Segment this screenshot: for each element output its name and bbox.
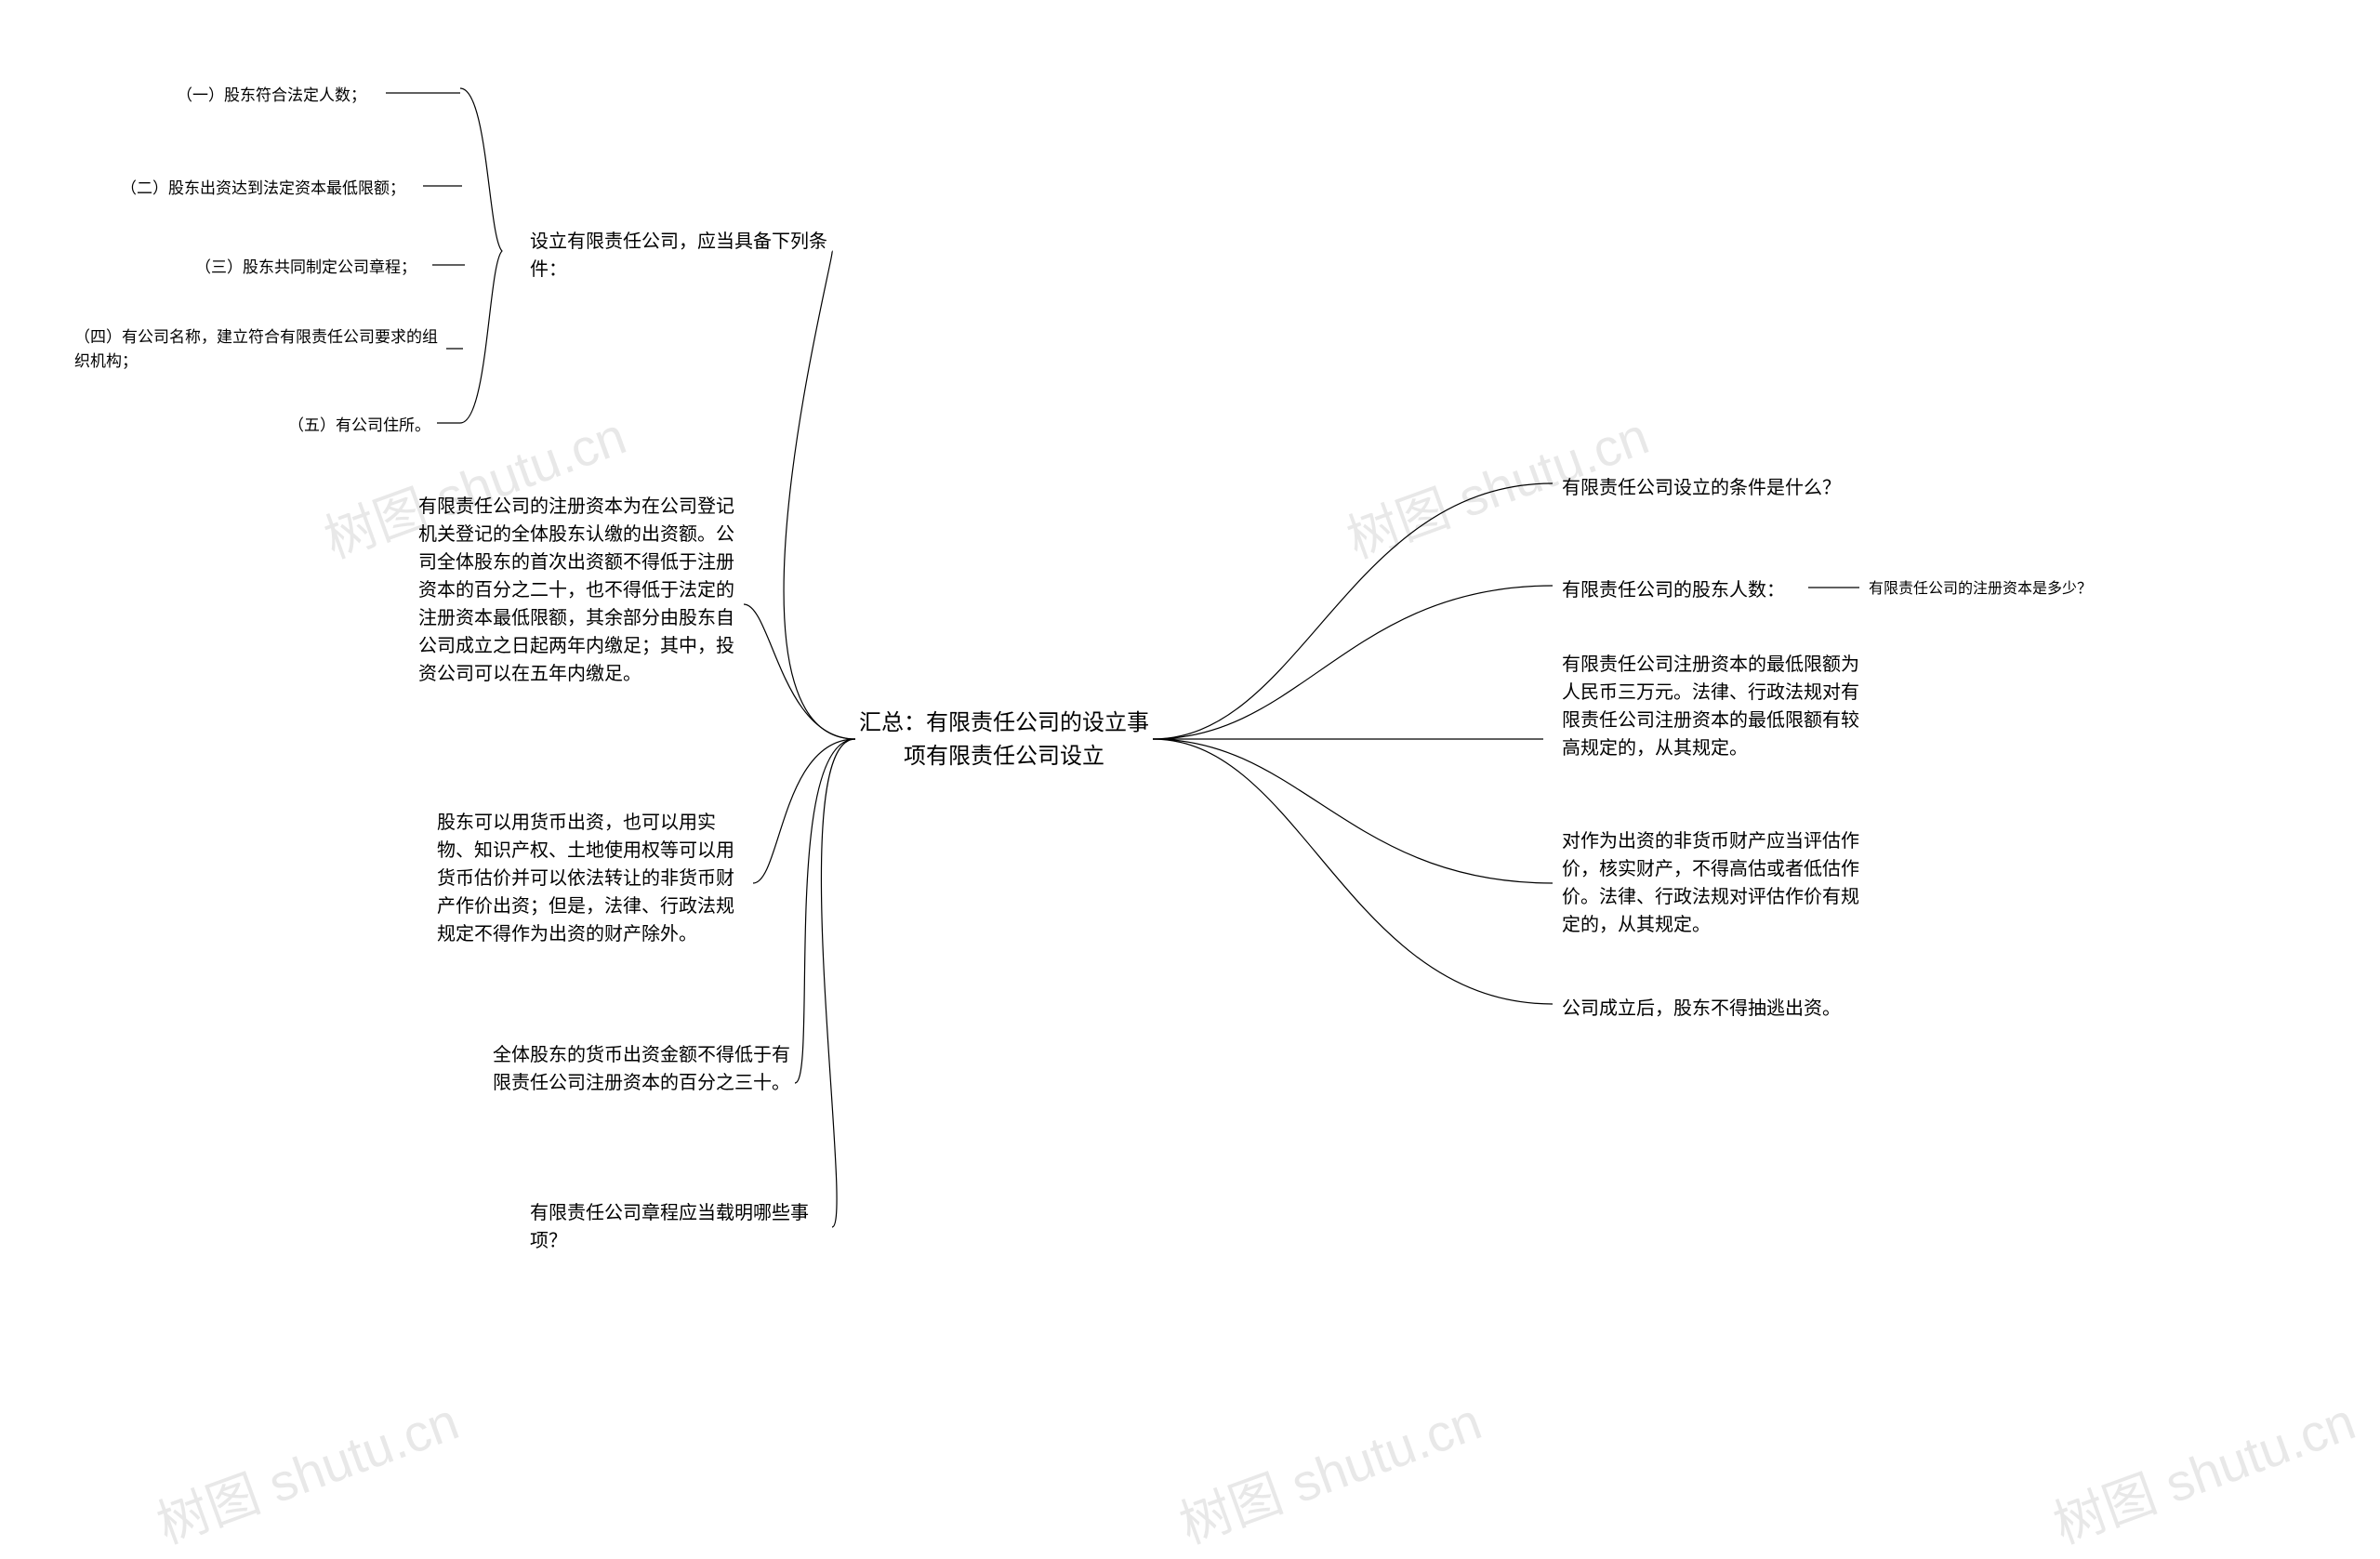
branch-r1: 有限责任公司设立的条件是什么？ xyxy=(1562,474,1841,502)
watermark: 树图 shutu.cn xyxy=(2042,1380,2364,1558)
branch-l1-c4: （四）有公司名称，建立符合有限责任公司要求的组织机构； xyxy=(74,325,446,373)
watermark: 树图 shutu.cn xyxy=(1168,1380,1490,1558)
branch-l1-c3: （三）股东共同制定公司章程； xyxy=(195,256,416,280)
branch-r5: 公司成立后，股东不得抽逃出资。 xyxy=(1562,995,1841,1023)
branch-l5: 有限责任公司章程应当载明哪些事项？ xyxy=(530,1199,827,1255)
branch-r4: 对作为出资的非货币财产应当评估作价，核实财产，不得高估或者低估作价。法律、行政法… xyxy=(1562,827,1869,939)
branch-r3: 有限责任公司注册资本的最低限额为人民币三万元。法律、行政法规对有限责任公司注册资… xyxy=(1562,651,1869,762)
watermark: 树图 shutu.cn xyxy=(145,1380,468,1558)
branch-r2: 有限责任公司的股东人数： xyxy=(1562,576,1785,604)
mindmap-connectors xyxy=(0,0,2380,1480)
center-node: 汇总：有限责任公司的设立事项有限责任公司设立 xyxy=(855,707,1153,773)
branch-l1: 设立有限责任公司，应当具备下列条件： xyxy=(530,228,827,284)
branch-l1-c1: （一）股东符合法定人数； xyxy=(177,84,366,108)
branch-l1-c5: （五）有公司住所。 xyxy=(288,414,430,438)
branch-l1-c2: （二）股东出资达到法定资本最低限额； xyxy=(121,177,405,201)
branch-l3: 股东可以用货币出资，也可以用实物、知识产权、土地使用权等可以用货币估价并可以依法… xyxy=(437,809,744,948)
branch-l2: 有限责任公司的注册资本为在公司登记机关登记的全体股东认缴的出资额。公司全体股东的… xyxy=(418,493,734,688)
branch-r2-child: 有限责任公司的注册资本是多少？ xyxy=(1869,578,2092,601)
branch-l4: 全体股东的货币出资金额不得低于有限责任公司注册资本的百分之三十。 xyxy=(493,1041,790,1097)
